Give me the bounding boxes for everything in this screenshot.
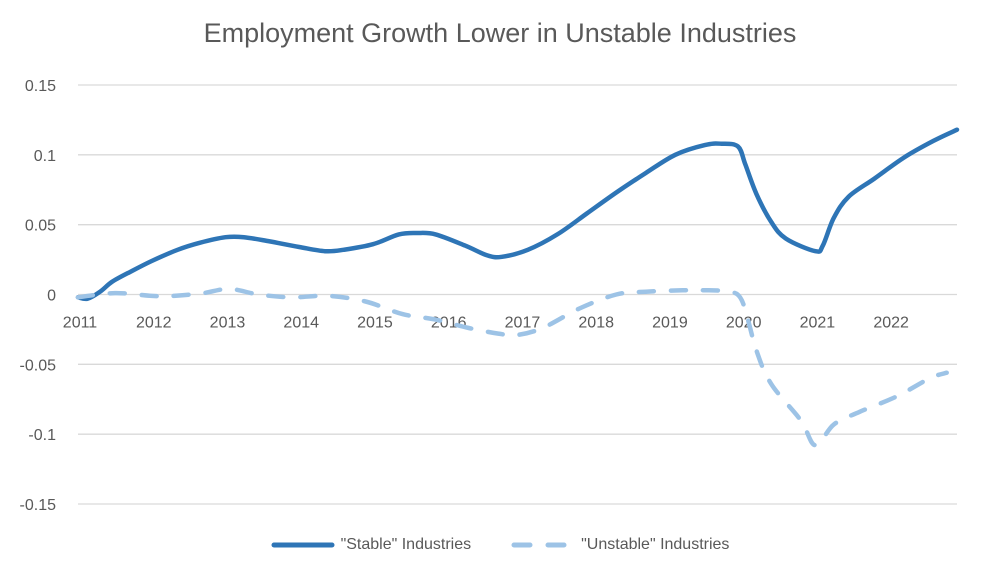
gridlines — [78, 84, 957, 505]
x-tick-label: 2015 — [357, 315, 393, 332]
legend-item-unstable[interactable]: "Unstable" Industries — [511, 536, 729, 554]
x-tick-label: 2011 — [63, 315, 98, 332]
chart-title: Employment Growth Lower in Unstable Indu… — [203, 18, 797, 48]
x-tick-label: 2019 — [652, 315, 688, 332]
x-tick-label: 2021 — [800, 315, 836, 332]
x-tick-label: 2018 — [578, 315, 614, 332]
x-tick-label: 2013 — [210, 315, 246, 332]
legend-label-unstable: "Unstable" Industries — [581, 536, 730, 553]
legend-swatch-solid-icon — [271, 542, 335, 548]
y-tick-label: 0.15 — [25, 78, 56, 95]
series-line-stable — [75, 127, 960, 302]
x-tick-label: 2012 — [136, 315, 172, 332]
legend-item-stable[interactable]: "Stable" Industries — [271, 536, 472, 554]
x-axis-ticks: 2011 2012 2013 2014 2015 2016 2017 2018 2019 2020… — [63, 315, 909, 332]
x-tick-label: 2014 — [283, 315, 319, 332]
y-tick-label: -0.1 — [28, 427, 56, 444]
series-lines — [75, 127, 960, 448]
x-tick-label: 2017 — [505, 315, 541, 332]
legend: "Stable" Industries "Unstable" Industrie… — [0, 536, 1000, 554]
y-tick-label: -0.05 — [20, 357, 57, 374]
x-tick-label: 2016 — [431, 315, 467, 332]
x-tick-label: 2022 — [873, 315, 909, 332]
y-tick-label: -0.15 — [20, 497, 57, 514]
series-line-unstable — [75, 286, 949, 448]
y-axis-ticks: 0.15 0.1 0.05 0 -0.05 -0.1 -0.15 — [20, 78, 57, 514]
x-tick-label: 2020 — [726, 315, 762, 332]
legend-swatch-dashed-icon — [511, 542, 575, 548]
y-tick-label: 0.1 — [34, 148, 56, 165]
legend-label-stable: "Stable" Industries — [340, 536, 472, 553]
y-tick-label: 0 — [47, 288, 56, 305]
y-tick-label: 0.05 — [25, 218, 56, 235]
